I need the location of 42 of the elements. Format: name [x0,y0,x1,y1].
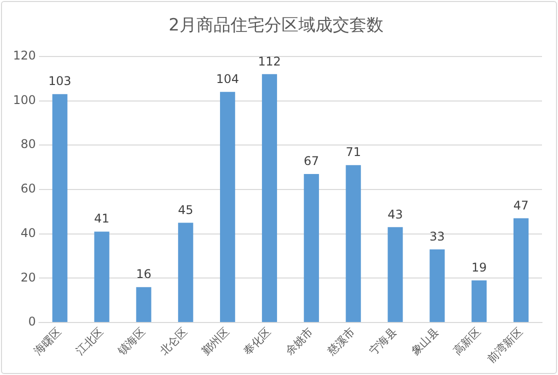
y-tick-label: 120 [13,48,36,63]
data-label: 67 [304,154,320,168]
y-tick-label: 80 [20,137,36,152]
x-tick-label: 镇海区 [114,325,148,358]
x-tick-label: 慈溪市 [324,325,358,358]
data-label: 19 [471,260,487,275]
x-tick-label: 鄞州区 [199,325,232,358]
bar [388,227,403,322]
data-label: 103 [48,74,72,88]
bar [52,94,68,322]
bar [304,174,319,322]
bar [430,249,445,322]
x-tick-label: 余姚市 [283,325,316,358]
data-label: 112 [258,54,281,68]
y-tick-label: 60 [20,182,36,196]
data-label: 47 [513,198,529,212]
x-tick-label: 北仑区 [157,325,190,358]
x-tick-label: 象山县 [408,325,442,358]
data-label: 16 [136,267,152,282]
x-tick-label: 前湾新区 [484,325,526,366]
bar [346,165,361,322]
data-label: 41 [94,212,110,226]
bar [513,218,529,322]
bar [220,92,236,322]
bar [94,232,110,322]
chart-title: 2月商品住宅分区域成交套数 [168,16,384,36]
data-label: 104 [216,72,240,86]
bar [178,222,194,322]
x-tick-label: 江北区 [73,325,106,358]
y-tick-label: 100 [13,92,36,107]
data-label: 45 [178,202,194,217]
bar [136,287,152,322]
x-tick-label: 奉化区 [241,325,274,358]
x-tick-label: 高新区 [450,325,484,358]
data-label: 43 [388,207,403,222]
y-tick-label: 20 [20,270,36,284]
data-label: 71 [346,145,361,160]
bar [262,74,278,322]
y-tick-label: 40 [20,226,36,240]
data-label: 33 [430,229,445,244]
bar [472,280,487,322]
x-tick-label: 宁海县 [366,325,400,358]
